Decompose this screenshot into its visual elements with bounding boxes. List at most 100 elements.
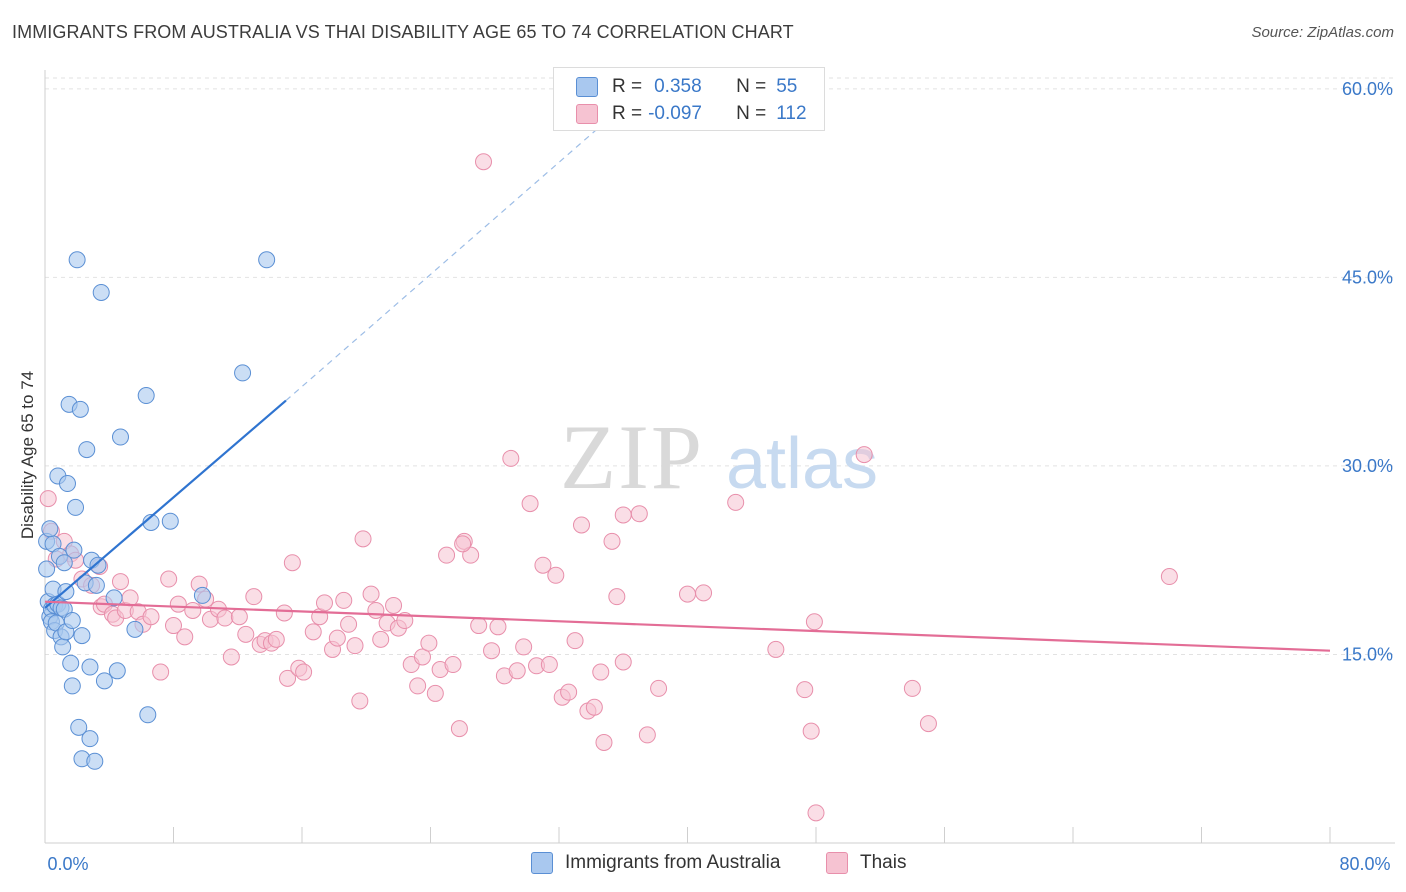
- thais-point: [160, 570, 178, 588]
- x-tick-label: 0.0%: [47, 854, 88, 874]
- thais-point: [470, 617, 488, 635]
- thais-point: [420, 634, 438, 652]
- australia-point: [86, 752, 104, 770]
- thais-point: [142, 608, 160, 626]
- australia-point: [58, 475, 76, 493]
- thais-point: [237, 625, 255, 643]
- australia-point: [89, 556, 107, 574]
- australia-point: [73, 627, 91, 645]
- australia-trend-extension: [285, 119, 608, 402]
- legend-n-value: 55: [776, 76, 798, 97]
- australia-point: [137, 387, 155, 405]
- thais-point: [608, 588, 626, 606]
- legend-n-value: 112: [776, 103, 807, 124]
- legend-swatch-blue: [576, 77, 598, 97]
- australia-point: [38, 560, 56, 578]
- thais-point: [560, 683, 578, 701]
- thais-point: [796, 681, 814, 699]
- australia-point: [81, 730, 99, 748]
- series-legend: Immigrants from Australia Thais: [0, 852, 1406, 876]
- thais-point: [767, 640, 785, 658]
- thais-point: [315, 594, 333, 612]
- thais-point: [650, 679, 668, 697]
- australia-point: [70, 718, 88, 736]
- thais-point: [39, 490, 57, 508]
- thais-point: [362, 585, 380, 603]
- australia-point: [78, 441, 96, 459]
- thais-point: [603, 532, 621, 550]
- thais-point: [638, 726, 656, 744]
- thais-point: [165, 617, 182, 635]
- thais-point: [566, 632, 584, 650]
- legend-r-value: -0.097: [648, 103, 702, 124]
- thais-point: [614, 653, 632, 671]
- y-tick-label: 45.0%: [1342, 267, 1393, 287]
- australia-point: [258, 251, 276, 269]
- watermark-zip: ZIP: [560, 406, 704, 508]
- australia-point: [62, 654, 80, 672]
- chart-title: IMMIGRANTS FROM AUSTRALIA VS THAI DISABI…: [12, 22, 794, 42]
- legend-swatch-blue: [531, 852, 553, 874]
- thais-point: [413, 648, 431, 666]
- australia-point: [63, 677, 81, 695]
- tick-labels: 15.0% 30.0% 45.0% 60.0% 0.0% 80.0%: [47, 79, 1393, 874]
- australia-point: [54, 638, 72, 656]
- thais-point: [267, 630, 285, 648]
- thais-point: [572, 516, 590, 534]
- y-tick-label: 60.0%: [1342, 79, 1393, 99]
- australia-trend-line: [44, 399, 287, 609]
- thais-point: [295, 663, 313, 681]
- thais-point: [483, 642, 501, 660]
- y-tick-label: 15.0%: [1342, 644, 1393, 664]
- australia-point: [105, 589, 123, 607]
- thais-point: [534, 556, 552, 574]
- australia-point: [65, 541, 83, 559]
- thais-point: [426, 684, 444, 702]
- watermark-atlas: atlas: [726, 424, 878, 504]
- legend-swatch-pink: [826, 852, 848, 874]
- thais-point: [283, 554, 301, 572]
- thais-point: [409, 677, 427, 695]
- thais-point: [245, 588, 263, 606]
- thais-point: [184, 601, 202, 619]
- australia-point: [126, 620, 144, 638]
- thais-point: [304, 623, 322, 641]
- australia-point: [63, 612, 81, 630]
- legend-n-label: N =: [736, 76, 767, 97]
- thais-point: [450, 720, 468, 738]
- trend-lines: [44, 119, 1331, 652]
- legend-swatch-pink: [576, 104, 598, 124]
- thais-point: [340, 615, 358, 633]
- thais-point: [805, 613, 823, 631]
- legend-label-australia: Immigrants from Australia: [565, 852, 781, 873]
- thais-point: [230, 608, 248, 626]
- source-label: Source: ZipAtlas.com: [1251, 24, 1394, 41]
- thais-point: [630, 505, 648, 523]
- thais-point: [515, 638, 533, 656]
- legend-n-label: N =: [736, 103, 767, 124]
- australia-point: [161, 512, 179, 530]
- thais-point: [679, 585, 696, 603]
- legend-row-australia: R = 0.358 N = 55: [576, 76, 797, 98]
- australia-point: [139, 706, 157, 724]
- australia-points: [38, 251, 276, 770]
- australia-point: [95, 672, 113, 690]
- y-axis-label: Disability Age 65 to 74: [18, 370, 37, 540]
- australia-point: [87, 576, 105, 594]
- thais-point: [802, 722, 820, 740]
- watermark: ZIP atlas: [560, 406, 878, 508]
- australia-point: [108, 662, 126, 680]
- thais-point: [508, 662, 526, 680]
- australia-point: [68, 251, 86, 269]
- thais-point: [367, 601, 385, 619]
- thais-point: [346, 637, 364, 655]
- thais-point: [354, 530, 372, 548]
- thais-point: [385, 596, 403, 614]
- thais-point: [547, 566, 565, 584]
- thais-point: [592, 663, 610, 681]
- australia-point: [81, 658, 99, 676]
- thais-point: [695, 584, 713, 602]
- thais-point: [489, 618, 507, 636]
- australia-point: [41, 520, 59, 538]
- thais-point: [335, 591, 353, 609]
